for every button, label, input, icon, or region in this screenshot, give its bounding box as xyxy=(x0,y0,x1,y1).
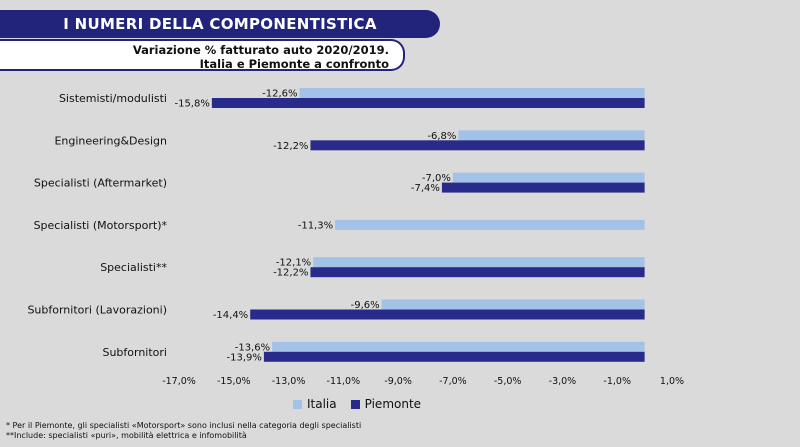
data-label-italia: -13,6% xyxy=(235,342,270,353)
category-label: Specialisti (Motorsport)* xyxy=(34,219,168,232)
legend: Italia Piemonte xyxy=(293,397,421,411)
legend-item-italia: Italia xyxy=(293,397,337,411)
data-label-piemonte: -12,2% xyxy=(273,268,308,279)
data-label-piemonte: -13,9% xyxy=(227,352,262,363)
x-tick-label: -3,0% xyxy=(549,376,577,387)
bar-italia xyxy=(335,219,645,230)
legend-item-piemonte: Piemonte xyxy=(350,397,422,411)
category-label: Engineering&Design xyxy=(54,134,167,147)
data-label-italia: -12,1% xyxy=(276,258,311,269)
bar-italia xyxy=(458,130,645,141)
data-label-italia: -9,6% xyxy=(351,300,380,311)
bar-italia xyxy=(272,341,645,352)
bar-italia xyxy=(452,172,645,183)
bar-piemonte xyxy=(211,98,645,108)
data-label-italia: -6,8% xyxy=(427,131,456,142)
chart-title: I NUMERI DELLA COMPONENTISTICA xyxy=(0,10,440,38)
data-label-piemonte: -14,4% xyxy=(213,310,248,321)
category-label: Specialisti (Aftermarket) xyxy=(34,177,167,190)
legend-swatch-italia xyxy=(293,399,302,409)
chart-subtitle: Variazione % fatturato auto 2020/2019. I… xyxy=(0,39,405,71)
data-label-piemonte: -7,4% xyxy=(411,183,440,194)
footnote-2: **Include: specialisti «puri», mobilità … xyxy=(6,431,247,440)
data-label-piemonte: -12,2% xyxy=(273,141,308,152)
category-label: Subfornitori xyxy=(102,346,167,359)
bar-piemonte xyxy=(263,351,645,362)
x-tick-label: -1,0% xyxy=(603,376,631,387)
bar-piemonte xyxy=(441,182,645,193)
bar-piemonte xyxy=(250,309,645,320)
legend-label-italia: Italia xyxy=(307,397,337,411)
legend-swatch-piemonte xyxy=(350,399,360,409)
category-label: Sistemisti/modulisti xyxy=(59,92,167,105)
bar-italia xyxy=(313,257,645,268)
data-label-italia: -11,3% xyxy=(298,220,333,231)
x-tick-label: -9,0% xyxy=(384,376,412,387)
x-tick-label: 1,0% xyxy=(660,376,684,387)
x-tick-label: -7,0% xyxy=(439,376,467,387)
data-label-italia: -12,6% xyxy=(262,89,297,100)
bar-italia xyxy=(299,88,645,98)
x-tick-label: -13,0% xyxy=(272,376,306,387)
category-label: Specialisti** xyxy=(100,261,167,274)
bar-piemonte xyxy=(310,140,645,151)
x-tick-label: -11,0% xyxy=(327,376,361,387)
bar-italia xyxy=(381,299,645,310)
subtitle-line-2: Italia e Piemonte a confronto xyxy=(199,57,389,71)
bar-piemonte xyxy=(310,267,645,278)
footnote-1: * Per il Piemonte, gli specialisti «Moto… xyxy=(6,421,362,430)
legend-label-piemonte: Piemonte xyxy=(364,397,422,411)
data-label-italia: -7,0% xyxy=(422,173,451,184)
x-tick-label: -15,0% xyxy=(217,376,251,387)
x-tick-label: -17,0% xyxy=(162,376,196,387)
footnotes: * Per il Piemonte, gli specialisti «Moto… xyxy=(6,421,361,441)
category-label: Subfornitori (Lavorazioni) xyxy=(27,304,167,317)
subtitle-line-1: Variazione % fatturato auto 2020/2019. xyxy=(132,43,389,57)
x-tick-label: -5,0% xyxy=(494,376,522,387)
data-label-piemonte: -15,8% xyxy=(174,99,209,110)
